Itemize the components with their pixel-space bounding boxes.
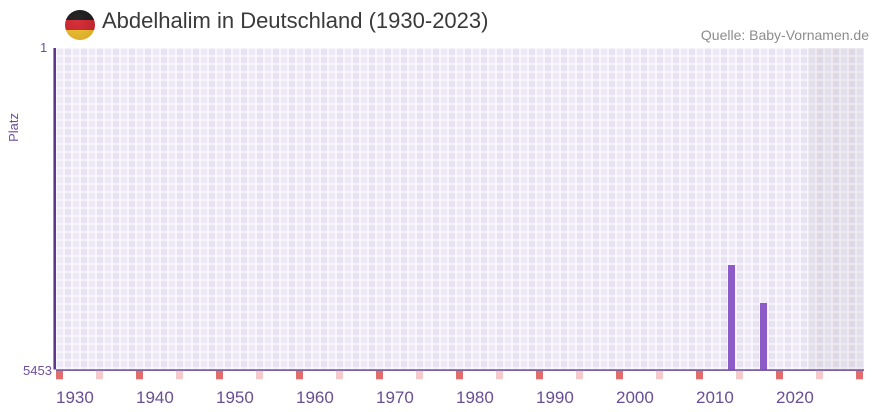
svg-text:1970: 1970 — [376, 388, 414, 407]
svg-text:1960: 1960 — [296, 388, 334, 407]
svg-text:1930: 1930 — [56, 388, 94, 407]
svg-text:1940: 1940 — [136, 388, 174, 407]
svg-text:2020: 2020 — [776, 388, 814, 407]
svg-text:2000: 2000 — [616, 388, 654, 407]
svg-text:1980: 1980 — [456, 388, 494, 407]
svg-text:1990: 1990 — [536, 388, 574, 407]
svg-text:1950: 1950 — [216, 388, 254, 407]
svg-text:2010: 2010 — [696, 388, 734, 407]
